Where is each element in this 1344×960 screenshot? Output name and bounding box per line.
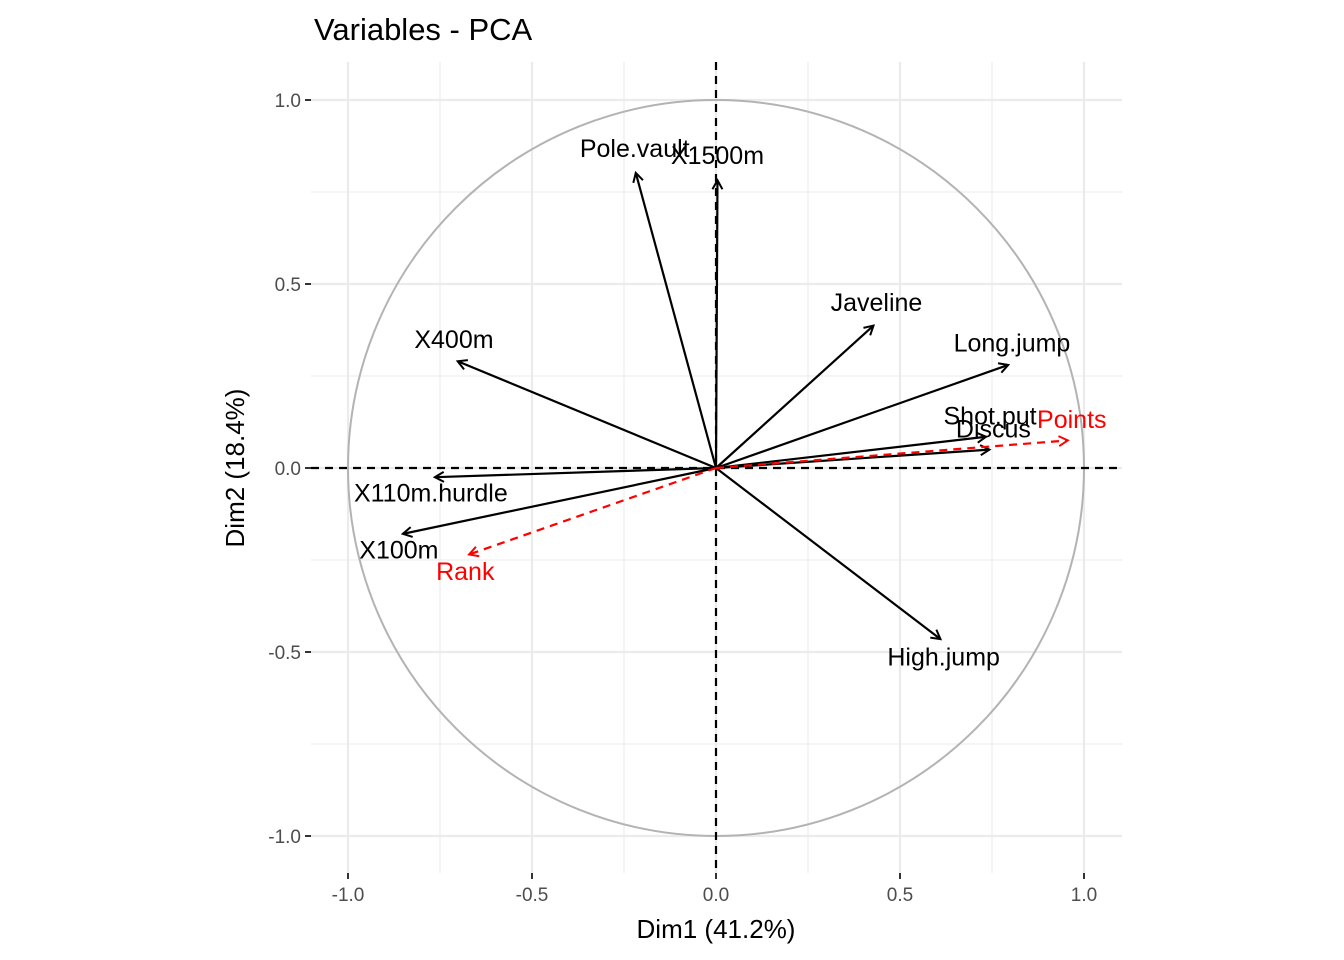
chart-title: Variables - PCA [314, 12, 533, 47]
arrow-x100m [403, 466, 717, 534]
label-javeline: Javeline [831, 289, 923, 317]
label-pole-vault: Pole.vault [580, 135, 690, 163]
y-tick-label: 1.0 [275, 91, 301, 112]
arrow-pole-vault [636, 173, 718, 469]
y-axis-title: Dim2 (18.4%) [220, 389, 250, 548]
x-axis-title: Dim1 (41.2%) [637, 914, 796, 944]
label-points: Points [1037, 406, 1106, 434]
axes: -1.0 -0.5 0.0 0.5 1.0 -1.0 -0.5 0.0 0.5 1.0 [268, 91, 1097, 906]
x-tick-label: 0.0 [703, 885, 729, 906]
x-tick-label: -0.5 [516, 885, 549, 906]
y-tick-label: -1.0 [268, 827, 301, 848]
arrow-rank [469, 466, 717, 554]
arrow-x1500m [716, 180, 717, 469]
arrow-javeline [715, 326, 874, 469]
label-discus: Discus [956, 415, 1031, 443]
arrow-long-jump [715, 365, 1008, 470]
arrow-high-jump [715, 467, 940, 639]
arrow-shot-put [715, 437, 986, 470]
label-long-jump: Long.jump [954, 330, 1071, 358]
arrow-x110m-hurdle [435, 466, 717, 477]
variable-arrows [403, 173, 1068, 639]
label-high-jump: High.jump [887, 644, 1000, 672]
y-tick-label: -0.5 [268, 643, 301, 664]
variable-labels: X100m Long.jump Shot.put High.jump X400m X110… [354, 135, 1107, 672]
label-x400m: X400m [414, 326, 493, 354]
y-tick-label: 0.5 [275, 275, 301, 296]
label-x1500m: X1500m [671, 142, 764, 170]
label-rank: Rank [436, 558, 495, 586]
reference-lines [311, 62, 1122, 873]
x-tick-label: 0.5 [887, 885, 913, 906]
arrow-x400m [458, 361, 717, 470]
label-x110m-hurdle: X110m.hurdle [354, 479, 508, 507]
arrow-points [715, 440, 1068, 470]
y-tick-label: 0.0 [275, 459, 301, 480]
label-x100m: X100m [359, 537, 438, 565]
x-tick-label: 1.0 [1071, 885, 1097, 906]
label-shot-put: Shot.put [944, 402, 1037, 430]
x-tick-label: -1.0 [332, 885, 365, 906]
